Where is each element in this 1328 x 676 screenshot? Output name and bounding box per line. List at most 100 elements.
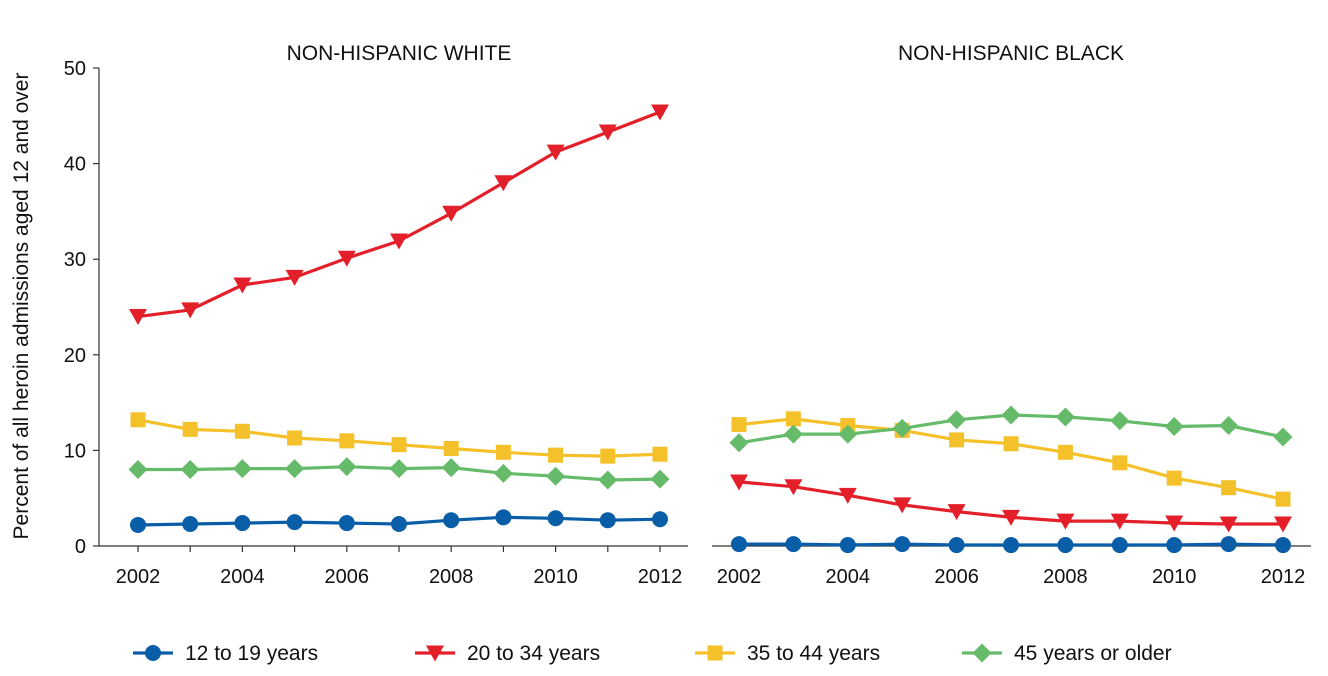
data-point — [838, 487, 857, 504]
data-point — [337, 457, 357, 477]
y-tick-label: 0 — [75, 536, 86, 558]
data-point — [1274, 516, 1292, 533]
data-point — [1220, 536, 1237, 553]
data-point — [731, 536, 747, 553]
data-point — [1166, 537, 1183, 554]
data-point — [494, 175, 513, 192]
legend-label: 12 to 19 years — [185, 642, 318, 665]
data-point — [893, 497, 912, 514]
legend-label: 45 years or older — [1014, 642, 1172, 665]
data-point — [947, 504, 966, 521]
x-tick-label: 2006 — [934, 566, 979, 588]
panel-title: NON-HISPANIC BLACK — [898, 42, 1124, 65]
data-point — [128, 460, 148, 480]
data-point — [285, 269, 304, 286]
data-point — [785, 536, 802, 553]
data-point — [233, 277, 252, 294]
legend-label: 20 to 34 years — [467, 642, 600, 665]
data-point — [948, 537, 965, 554]
data-point — [1002, 509, 1020, 526]
data-point — [783, 424, 803, 444]
data-point — [1164, 417, 1184, 436]
data-point — [443, 512, 460, 529]
data-point — [1219, 416, 1239, 436]
legend-label: 35 to 44 years — [747, 642, 880, 665]
data-point — [234, 423, 250, 439]
legend-marker — [707, 645, 723, 661]
y-tick-label: 50 — [64, 58, 86, 80]
data-point — [785, 411, 801, 427]
y-axis-title: Percent of all heroin admissions aged 12… — [10, 73, 33, 540]
y-tick-label: 20 — [64, 345, 86, 367]
data-point — [286, 514, 303, 531]
data-point — [1219, 516, 1238, 533]
data-point — [947, 410, 967, 430]
data-point — [130, 516, 146, 533]
legend-marker — [426, 645, 444, 662]
data-point — [1055, 407, 1075, 427]
x-tick-label: 2004 — [220, 566, 265, 588]
data-point — [441, 458, 461, 478]
x-tick-label: 2004 — [826, 566, 871, 588]
data-point — [729, 433, 749, 453]
data-point — [390, 233, 408, 250]
data-point — [391, 437, 407, 453]
series-line-20-to-34-years — [137, 110, 661, 319]
data-point — [1275, 537, 1291, 554]
x-tick-label: 2002 — [717, 566, 762, 588]
data-point — [443, 440, 459, 456]
data-point — [232, 459, 252, 479]
data-point — [129, 309, 147, 326]
x-tick-label: 2012 — [1261, 566, 1306, 588]
data-point — [1221, 480, 1237, 496]
data-point — [546, 144, 565, 161]
data-point — [493, 463, 513, 483]
x-tick-label: 2002 — [116, 566, 161, 588]
data-point — [731, 417, 747, 433]
y-tick-label: 10 — [64, 440, 86, 462]
data-point — [234, 515, 251, 532]
data-point — [1003, 537, 1019, 554]
data-point — [1273, 427, 1293, 447]
data-point — [839, 537, 856, 554]
data-point — [599, 512, 616, 529]
y-tick-label: 40 — [64, 154, 86, 176]
data-point — [130, 412, 146, 428]
data-point — [1166, 470, 1182, 486]
data-point — [442, 205, 461, 222]
data-point — [949, 432, 965, 448]
data-point — [598, 124, 617, 141]
data-point — [182, 421, 198, 437]
x-tick-label: 2010 — [1152, 566, 1197, 588]
data-point — [598, 470, 618, 490]
x-tick-label: 2008 — [429, 566, 474, 588]
data-point — [1165, 515, 1184, 532]
data-point — [1112, 455, 1128, 471]
data-point — [337, 250, 356, 267]
data-point — [287, 430, 303, 446]
data-point — [182, 516, 199, 533]
data-point — [1001, 405, 1021, 425]
data-point — [1057, 537, 1074, 554]
data-point — [784, 479, 803, 496]
data-point — [495, 444, 511, 460]
x-tick-label: 2006 — [325, 566, 370, 588]
data-point — [285, 459, 305, 479]
data-point — [652, 511, 668, 528]
data-point — [547, 510, 564, 527]
data-point — [651, 104, 669, 121]
data-point — [548, 447, 564, 463]
data-point — [339, 433, 355, 449]
series-line-35-to-44-years — [738, 417, 1284, 501]
data-point — [600, 448, 616, 464]
data-point — [650, 469, 670, 489]
data-point — [338, 515, 355, 532]
data-point — [892, 418, 912, 438]
data-point — [180, 460, 200, 480]
data-point — [389, 459, 409, 479]
data-point — [495, 509, 512, 526]
data-point — [1057, 444, 1073, 460]
data-point — [1056, 513, 1075, 530]
x-tick-label: 2010 — [533, 566, 578, 588]
